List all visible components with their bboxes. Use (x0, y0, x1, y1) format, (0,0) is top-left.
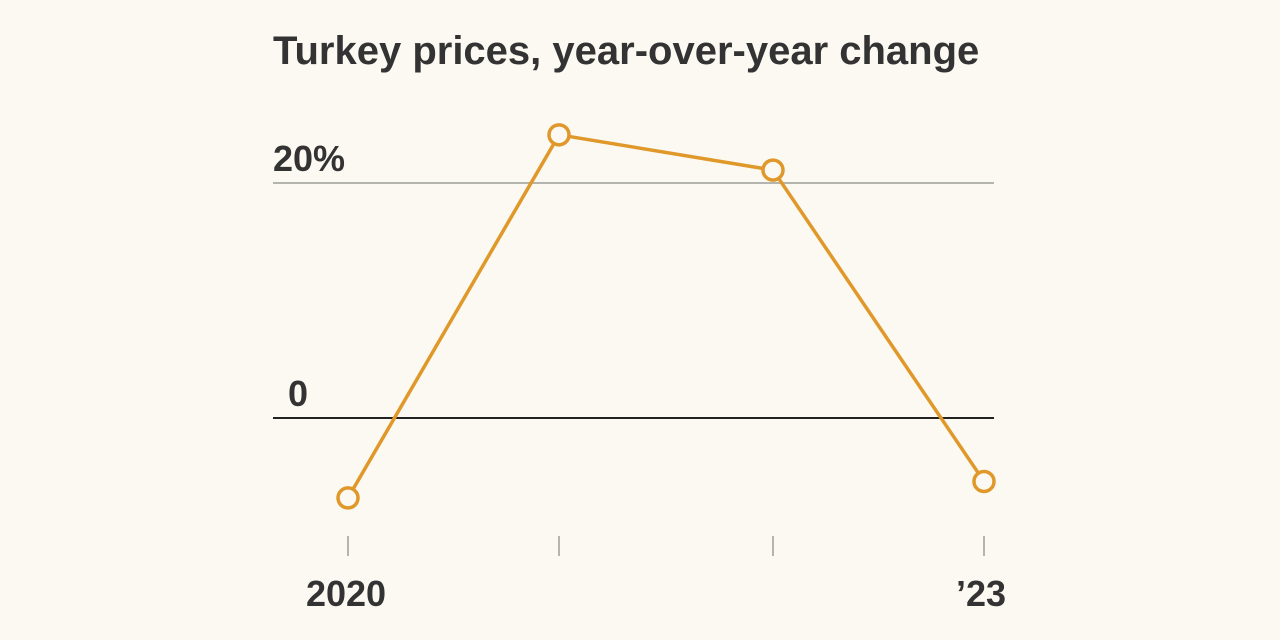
data-point (336, 486, 360, 510)
y-tick-label: 0 (288, 373, 308, 414)
x-axis-labels: 2020 ’23 (306, 573, 1006, 614)
x-tick-label: ’23 (956, 573, 1006, 614)
x-tick-label: 2020 (306, 573, 386, 614)
series-turkey-prices (336, 123, 996, 510)
y-tick-label: 20% (273, 138, 345, 179)
data-point (761, 158, 785, 182)
data-point (972, 469, 996, 494)
series-line (346, 133, 986, 499)
data-point (547, 123, 571, 147)
y-gridlines (273, 182, 994, 419)
y-axis-labels: 20% 0 (273, 138, 345, 414)
chart-title: Turkey prices, year-over-year change (273, 29, 979, 73)
x-axis-ticks (347, 536, 985, 556)
